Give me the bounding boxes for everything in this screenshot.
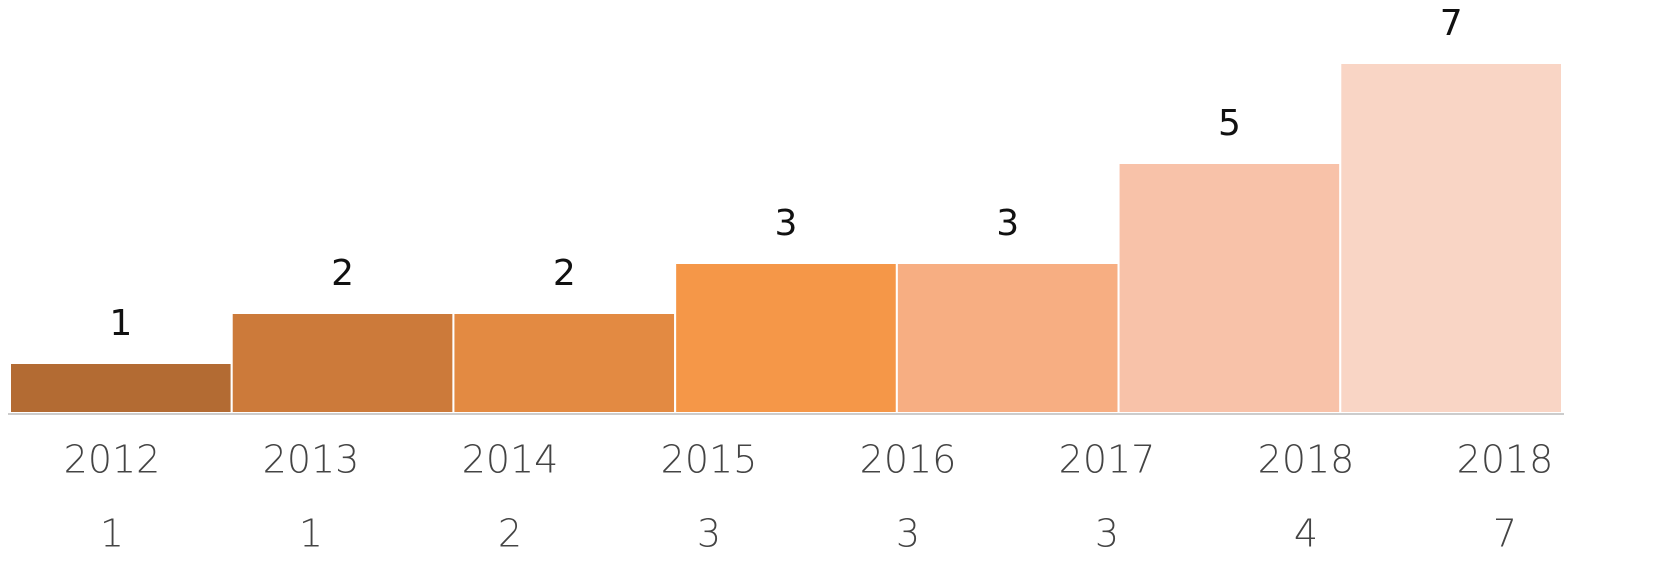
value-label: 2 bbox=[553, 253, 576, 294]
value-label: 7 bbox=[1440, 3, 1463, 44]
year-label: 2018 bbox=[1457, 438, 1554, 482]
count-label: 4 bbox=[1294, 512, 1318, 556]
bar bbox=[674, 262, 898, 414]
value-label: 1 bbox=[109, 303, 132, 344]
count-label: 3 bbox=[697, 512, 721, 556]
count-label: 3 bbox=[896, 512, 920, 556]
bar bbox=[9, 362, 233, 414]
year-label: 2012 bbox=[64, 438, 161, 482]
count-label: 1 bbox=[100, 512, 124, 556]
bar bbox=[1117, 162, 1342, 414]
count-label: 7 bbox=[1493, 512, 1517, 556]
count-label: 3 bbox=[1095, 512, 1119, 556]
year-label: 2013 bbox=[263, 438, 360, 482]
bar bbox=[1339, 62, 1564, 414]
year-label: 2014 bbox=[462, 438, 559, 482]
bar bbox=[895, 262, 1120, 414]
year-label: 2017 bbox=[1059, 438, 1156, 482]
bar bbox=[230, 312, 455, 414]
year-label: 2018 bbox=[1258, 438, 1355, 482]
value-label: 3 bbox=[996, 203, 1019, 244]
year-label: 2015 bbox=[661, 438, 758, 482]
count-label: 1 bbox=[299, 512, 323, 556]
value-label: 3 bbox=[775, 203, 798, 244]
value-label: 5 bbox=[1218, 103, 1241, 144]
bar bbox=[452, 312, 677, 414]
year-label: 2016 bbox=[860, 438, 957, 482]
value-label: 2 bbox=[331, 253, 354, 294]
count-label: 2 bbox=[498, 512, 522, 556]
